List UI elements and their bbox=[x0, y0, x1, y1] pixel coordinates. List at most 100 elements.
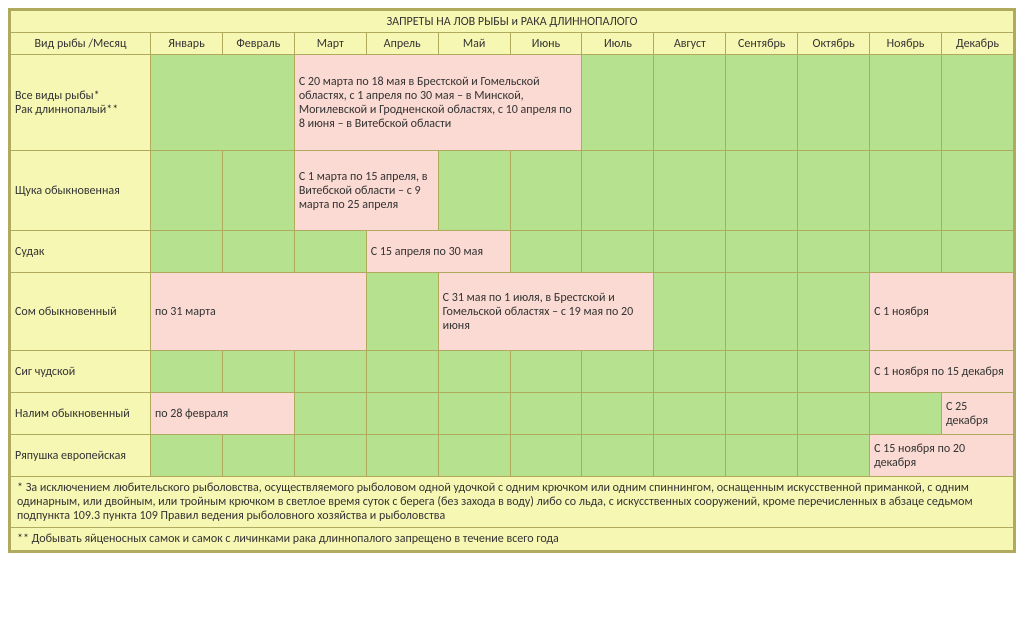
table-row: Щука обыкновенная С 1 марта по 15 апреля,… bbox=[11, 151, 1014, 231]
allowed-cell bbox=[726, 231, 798, 273]
allowed-cell bbox=[151, 151, 223, 231]
allowed-cell bbox=[654, 351, 726, 393]
allowed-cell bbox=[798, 351, 870, 393]
allowed-cell bbox=[654, 435, 726, 477]
month-header: Сентябрь bbox=[726, 33, 798, 55]
allowed-cell bbox=[294, 435, 366, 477]
ban-period-cell: С 1 ноября по 15 декабря bbox=[870, 351, 1014, 393]
month-header-row: Вид рыбы /Месяц Январь Февраль Март Апре… bbox=[11, 33, 1014, 55]
allowed-cell bbox=[654, 55, 726, 151]
allowed-cell bbox=[366, 273, 438, 351]
ban-period-cell: С 1 ноября bbox=[870, 273, 1014, 351]
table-row: Все виды рыбы*Рак длиннопалый** С 20 март… bbox=[11, 55, 1014, 151]
ban-period-cell: С 15 ноября по 20 декабря bbox=[870, 435, 1014, 477]
ban-calendar: ЗАПРЕТЫ НА ЛОВ РЫБЫ и РАКА ДЛИННОПАЛОГО … bbox=[8, 8, 1016, 553]
allowed-cell bbox=[870, 55, 942, 151]
ban-period-cell: С 1 марта по 15 апреля, в Витебской обла… bbox=[294, 151, 438, 231]
allowed-cell bbox=[798, 273, 870, 351]
table-head: ЗАПРЕТЫ НА ЛОВ РЫБЫ и РАКА ДЛИННОПАЛОГО … bbox=[11, 11, 1014, 55]
row-label: Щука обыкновенная bbox=[11, 151, 151, 231]
ban-table: ЗАПРЕТЫ НА ЛОВ РЫБЫ и РАКА ДЛИННОПАЛОГО … bbox=[10, 10, 1014, 551]
month-header: Май bbox=[438, 33, 510, 55]
month-header: Ноябрь bbox=[870, 33, 942, 55]
allowed-cell bbox=[151, 435, 223, 477]
footnote-2: ** Добывать яйценосных самок и самок с л… bbox=[11, 528, 1014, 551]
allowed-cell bbox=[151, 231, 223, 273]
allowed-cell bbox=[654, 231, 726, 273]
month-header: Апрель bbox=[366, 33, 438, 55]
allowed-cell bbox=[726, 151, 798, 231]
ban-period-cell: С 15 апреля по 30 мая bbox=[366, 231, 510, 273]
table-row: Судак С 15 апреля по 30 мая bbox=[11, 231, 1014, 273]
row-label: Сиг чудской bbox=[11, 351, 151, 393]
allowed-cell bbox=[366, 351, 438, 393]
allowed-cell bbox=[726, 273, 798, 351]
allowed-cell bbox=[870, 231, 942, 273]
month-header: Февраль bbox=[222, 33, 294, 55]
allowed-cell bbox=[870, 151, 942, 231]
allowed-cell bbox=[798, 231, 870, 273]
allowed-cell bbox=[798, 55, 870, 151]
allowed-cell bbox=[222, 435, 294, 477]
row-label: Судак bbox=[11, 231, 151, 273]
allowed-cell bbox=[726, 351, 798, 393]
ban-period-cell: по 31 марта bbox=[151, 273, 367, 351]
allowed-cell bbox=[151, 351, 223, 393]
row-label: Налим обыкновенный bbox=[11, 393, 151, 435]
month-header: Июль bbox=[582, 33, 654, 55]
table-body: Все виды рыбы*Рак длиннопалый** С 20 март… bbox=[11, 55, 1014, 477]
allowed-cell bbox=[366, 435, 438, 477]
month-header: Июнь bbox=[510, 33, 582, 55]
month-header: Август bbox=[654, 33, 726, 55]
allowed-cell bbox=[870, 393, 942, 435]
allowed-cell bbox=[941, 231, 1013, 273]
allowed-cell bbox=[438, 393, 510, 435]
allowed-cell bbox=[798, 151, 870, 231]
table-row: Сиг чудской С 1 ноября по 15 декабря bbox=[11, 351, 1014, 393]
allowed-cell bbox=[654, 151, 726, 231]
allowed-cell bbox=[222, 351, 294, 393]
table-title: ЗАПРЕТЫ НА ЛОВ РЫБЫ и РАКА ДЛИННОПАЛОГО bbox=[11, 11, 1014, 33]
allowed-cell bbox=[582, 393, 654, 435]
allowed-cell bbox=[582, 435, 654, 477]
allowed-cell bbox=[438, 151, 510, 231]
allowed-cell bbox=[510, 231, 582, 273]
allowed-cell bbox=[726, 393, 798, 435]
allowed-cell bbox=[798, 435, 870, 477]
allowed-cell bbox=[941, 151, 1013, 231]
row-label: Все виды рыбы*Рак длиннопалый** bbox=[11, 55, 151, 151]
allowed-cell bbox=[222, 151, 294, 231]
ban-period-cell: по 28 февраля bbox=[151, 393, 295, 435]
allowed-cell bbox=[582, 231, 654, 273]
allowed-cell bbox=[510, 351, 582, 393]
table-foot: * За исключением любительского рыболовст… bbox=[11, 477, 1014, 551]
allowed-cell bbox=[294, 231, 366, 273]
table-row: Налим обыкновенныйпо 28 февраля С 25 дека… bbox=[11, 393, 1014, 435]
month-header: Октябрь bbox=[798, 33, 870, 55]
allowed-cell bbox=[222, 231, 294, 273]
allowed-cell bbox=[510, 435, 582, 477]
allowed-cell bbox=[294, 351, 366, 393]
allowed-cell bbox=[654, 393, 726, 435]
allowed-cell bbox=[510, 393, 582, 435]
label-header: Вид рыбы /Месяц bbox=[11, 33, 151, 55]
table-row: Ряпушка европейская С 15 ноября по 20 дек… bbox=[11, 435, 1014, 477]
row-label: Сом обыкновенный bbox=[11, 273, 151, 351]
ban-period-cell: С 20 марта по 18 мая в Брестской и Гомел… bbox=[294, 55, 582, 151]
ban-period-cell: С 31 мая по 1 июля, в Брестской и Гомель… bbox=[438, 273, 654, 351]
allowed-cell bbox=[726, 55, 798, 151]
allowed-cell bbox=[510, 151, 582, 231]
month-header: Январь bbox=[151, 33, 223, 55]
allowed-cell bbox=[582, 55, 654, 151]
allowed-cell bbox=[438, 351, 510, 393]
footnote-1: * За исключением любительского рыболовст… bbox=[11, 477, 1014, 528]
allowed-cell bbox=[366, 393, 438, 435]
allowed-cell bbox=[654, 273, 726, 351]
ban-period-cell: С 25 декабря bbox=[941, 393, 1013, 435]
allowed-cell bbox=[941, 55, 1013, 151]
table-row: Сом обыкновенныйпо 31 марта С 31 мая по 1… bbox=[11, 273, 1014, 351]
row-label: Ряпушка европейская bbox=[11, 435, 151, 477]
allowed-cell bbox=[438, 435, 510, 477]
allowed-cell bbox=[582, 351, 654, 393]
allowed-cell bbox=[151, 55, 295, 151]
